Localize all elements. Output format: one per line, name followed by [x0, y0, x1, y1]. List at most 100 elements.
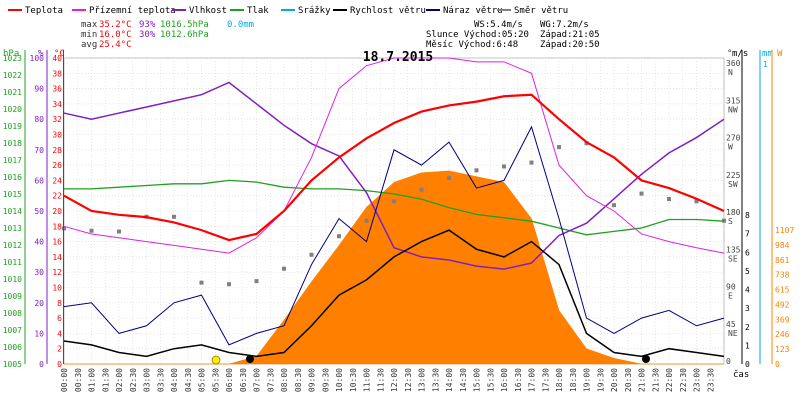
x-tick-label: 08:30 [294, 368, 303, 392]
x-tick-label: 20:30 [624, 368, 633, 392]
pct-tick-label: 80 [34, 115, 44, 124]
solar-area [64, 170, 724, 365]
hpa-tick-label: 1016 [3, 173, 22, 182]
series-layer [62, 57, 726, 358]
stat-max-press: 1016.5hPa [160, 20, 209, 30]
x-tick-label: 15:00 [473, 368, 482, 392]
temperature-line [63, 93, 725, 242]
legend-label: Tlak [247, 6, 269, 16]
c-tick-label: 2 [57, 345, 62, 354]
x-tick-label: 12:30 [404, 368, 413, 392]
deg-tick-dir: N [728, 68, 733, 77]
c-tick-label: 18 [52, 222, 62, 231]
x-tick-label: 11:00 [363, 368, 372, 392]
x-tick-label: 01:30 [101, 368, 110, 392]
pct-tick-label: 90 [34, 85, 44, 94]
hpa-tick-label: 1013 [3, 224, 22, 233]
deg-tick-dir: NE [728, 329, 738, 338]
x-tick-label: 22:00 [665, 368, 674, 392]
x-tick-label: 01:00 [88, 368, 97, 392]
direction-point [199, 280, 204, 285]
stat-min-hum: 30% [139, 30, 156, 40]
sunrise-marker [211, 355, 221, 365]
hpa-tick-label: 1014 [3, 207, 22, 216]
x-tick-label: 00:00 [60, 368, 69, 392]
info-wg: WG:7.2m/s [540, 20, 589, 30]
deg-tick-dir: W [728, 143, 733, 152]
direction-point [694, 199, 699, 204]
x-tick-label: 05:00 [198, 368, 207, 392]
c-axis-title: °C [54, 49, 65, 59]
mm-tick-label: 1 [763, 60, 768, 69]
direction-point [639, 191, 644, 196]
x-tick-label: 10:00 [335, 368, 344, 392]
direction-point [392, 199, 396, 204]
x-tick-label: 02:30 [129, 368, 138, 392]
direction-point [117, 229, 121, 234]
moonset-marker [642, 355, 650, 363]
direction-point [419, 187, 424, 192]
legend-layer: Teplota Přízemní teplota Vlhkost Tlak Srážky… [8, 6, 568, 16]
deg-tick-label: 315 [726, 96, 741, 105]
hpa-tick-label: 1005 [3, 360, 22, 369]
ms-tick-label: 3 [745, 304, 750, 313]
deg-tick-label: 90 [726, 283, 736, 292]
c-tick-label: 16 [52, 238, 62, 247]
hpa-tick-label: 1023 [3, 54, 22, 63]
pct-tick-label: 10 [34, 329, 44, 338]
stat-min-label: min [81, 30, 97, 40]
w-tick-label: 246 [775, 330, 790, 339]
info-moon: Měsíc Východ:6:48 [426, 40, 518, 50]
hpa-tick-label: 1022 [3, 71, 22, 80]
deg-tick-label: 360 [726, 59, 741, 68]
info-ws: WS:5.4m/s [474, 20, 523, 30]
x-tick-label: 16:00 [500, 368, 509, 392]
x-tick-label: 20:00 [610, 368, 619, 392]
x-tick-label: 19:30 [596, 368, 605, 392]
c-tick-label: 32 [52, 115, 62, 124]
x-tick-label: 08:00 [280, 368, 289, 392]
hpa-tick-label: 1012 [3, 241, 22, 250]
w-tick-label: 492 [775, 300, 790, 309]
pct-axis-title: % [38, 49, 44, 59]
x-tick-label: 18:00 [555, 368, 564, 392]
c-tick-label: 0 [57, 360, 62, 369]
w-tick-label: 123 [775, 345, 790, 354]
c-tick-label: 12 [52, 268, 62, 277]
x-tick-label: 15:30 [486, 368, 495, 392]
pct-tick-label: 0 [39, 360, 44, 369]
x-tick-label: 13:00 [418, 368, 427, 392]
x-tick-label: 04:00 [170, 368, 179, 392]
w-tick-label: 738 [775, 271, 790, 280]
ms-tick-label: 0 [745, 360, 750, 369]
c-tick-label: 26 [52, 161, 62, 170]
deg-tick-dir: SE [728, 254, 738, 263]
hpa-tick-label: 1018 [3, 139, 22, 148]
x-tick-label: 04:30 [184, 368, 193, 392]
w-tick-label: 984 [775, 241, 790, 250]
ms-axis-title: m/s [732, 49, 748, 59]
direction-point [172, 214, 176, 219]
deg-tick-label: 225 [726, 171, 741, 180]
ms-tick-label: 5 [745, 267, 750, 276]
axis-layer: 1023102210211020101910181017101610151014… [3, 49, 795, 392]
x-tick-label: 03:30 [156, 368, 165, 392]
pressure-line [64, 179, 725, 236]
stat-avg-temp: 25.4°C [99, 40, 132, 50]
w-tick-label: 0 [775, 360, 780, 369]
hpa-tick-label: 1010 [3, 275, 22, 284]
info-sun-set: Západ:21:05 [540, 30, 600, 40]
legend-label: Přízemní teplota [89, 6, 176, 16]
x-tick-label: 16:30 [514, 368, 523, 392]
ms-tick-label: 2 [745, 323, 750, 332]
legend-label: Teplota [25, 6, 63, 16]
pct-tick-label: 100 [30, 54, 45, 63]
legend-label: Rychlost větru [350, 6, 426, 16]
hpa-tick-label: 1008 [3, 309, 22, 318]
c-tick-label: 34 [52, 100, 62, 109]
direction-point [529, 160, 534, 165]
direction-point [502, 164, 506, 169]
info-block: WS:5.4m/s WG:7.2m/s Slunce Východ:05:20 … [426, 20, 600, 50]
deg-tick-dir: S [728, 217, 733, 226]
